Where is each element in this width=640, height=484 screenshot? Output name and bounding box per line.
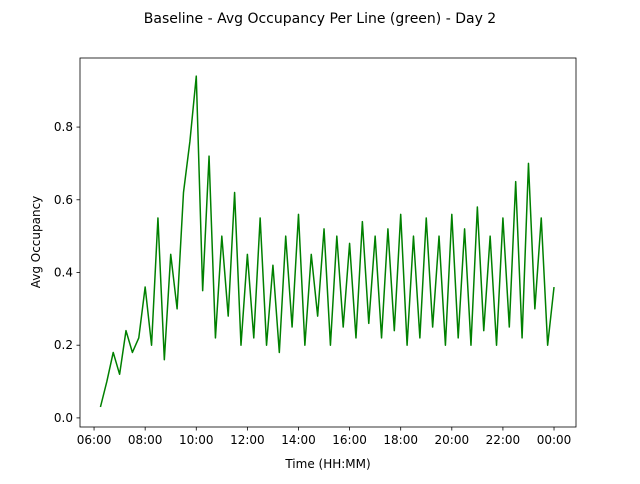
y-tick-label: 0.6 bbox=[54, 193, 73, 207]
x-axis-label: Time (HH:MM) bbox=[284, 457, 370, 471]
x-tick-label: 22:00 bbox=[486, 433, 521, 447]
y-axis-label: Avg Occupancy bbox=[29, 196, 43, 289]
data-line bbox=[99, 75, 555, 408]
x-tick-label: 06:00 bbox=[77, 433, 112, 447]
y-tick-label: 0.0 bbox=[54, 411, 73, 425]
x-tick-label: 18:00 bbox=[383, 433, 418, 447]
x-tick-label: 14:00 bbox=[281, 433, 316, 447]
x-tick-label: 00:00 bbox=[537, 433, 572, 447]
y-tick-label: 0.2 bbox=[54, 338, 73, 352]
x-tick-label: 12:00 bbox=[230, 433, 265, 447]
x-tick-label: 16:00 bbox=[332, 433, 367, 447]
y-tick-label: 0.4 bbox=[54, 265, 73, 279]
plot-frame bbox=[79, 57, 577, 428]
x-tick-label: 08:00 bbox=[128, 433, 163, 447]
x-tick-label: 20:00 bbox=[435, 433, 470, 447]
x-tick-label: 10:00 bbox=[179, 433, 214, 447]
y-tick-label: 0.8 bbox=[54, 120, 73, 134]
chart-title: Baseline - Avg Occupancy Per Line (green… bbox=[144, 11, 496, 27]
